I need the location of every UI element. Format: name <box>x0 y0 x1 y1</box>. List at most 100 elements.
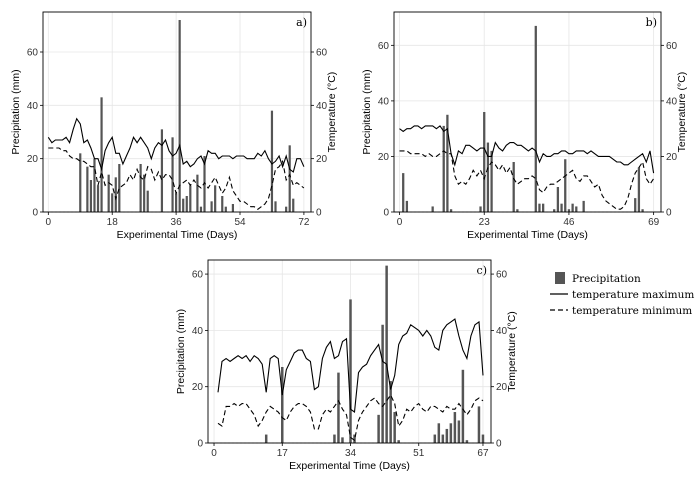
temp-min-line <box>399 150 655 210</box>
precipitation-bar <box>433 434 437 443</box>
precipitation-bar <box>512 162 515 212</box>
precipitation-bar <box>231 204 235 212</box>
precipitation-bar <box>96 185 100 212</box>
precipitation-bar <box>111 193 114 212</box>
temp-max-line <box>47 117 305 173</box>
y-right-axis-label: Temperature (°C) <box>506 311 518 392</box>
precipitation-bar <box>538 203 541 212</box>
precipitation-bar <box>389 381 392 443</box>
x-tick-label: 23 <box>479 217 491 228</box>
y-left-tick-label: 0 <box>383 208 389 219</box>
precipitation-bar <box>93 158 96 212</box>
x-axis-label: Experimental Time (Days) <box>117 229 238 241</box>
precipitation-bar <box>203 156 206 212</box>
precipitation-bar <box>446 114 449 212</box>
precipitation-bar <box>564 159 567 212</box>
x-tick-label: 18 <box>107 217 119 228</box>
precipitation-bar <box>285 206 288 212</box>
y-right-tick-label: 40 <box>316 101 328 112</box>
y-right-tick-label: 0 <box>666 208 672 219</box>
precipitation-bar <box>377 414 380 443</box>
y-left-tick-label: 40 <box>192 326 204 337</box>
precipitation-bar <box>431 206 434 212</box>
temp-max-line <box>399 125 655 174</box>
precipitation-bar <box>175 193 178 212</box>
precipitation-bar <box>385 265 388 443</box>
panel-label: c) <box>477 264 487 277</box>
y-right-tick-label: 60 <box>496 270 508 281</box>
panel-b: 0 23 46 69 0 20 40 60 0 20 40 60 Experimental Time (… <box>361 11 688 241</box>
y-right-tick-label: 20 <box>316 154 328 165</box>
x-tick-label: 0 <box>397 217 403 228</box>
panel-label: a) <box>296 16 307 29</box>
precipitation-bar <box>114 177 117 212</box>
temp-max-line <box>217 318 484 413</box>
precipitation-bar <box>274 201 277 212</box>
legend: Precipitation temperature maximum temper… <box>550 272 694 317</box>
x-tick-label: 17 <box>277 448 289 459</box>
y-right-tick-label: 40 <box>666 96 678 107</box>
precipitation-bar <box>221 196 224 212</box>
precipitation-bar <box>393 412 396 443</box>
precipitation-bar <box>437 423 441 443</box>
precipitation-bar <box>542 203 545 212</box>
y-left-axis-label: Precipitation (mm) <box>175 309 187 394</box>
y-left-tick-label: 60 <box>27 48 39 59</box>
precipitation-bar <box>118 164 121 212</box>
x-tick-label: 0 <box>46 217 52 228</box>
precipitation-bar <box>483 112 486 212</box>
legend-tmin-label: temperature minimum <box>572 305 692 317</box>
precipitation-bar <box>224 206 227 212</box>
x-tick-label: 67 <box>477 448 489 459</box>
plot-frame <box>393 11 662 213</box>
precipitation-bar <box>457 420 461 443</box>
y-left-tick-label: 40 <box>378 96 390 107</box>
precipitation-bar <box>490 150 493 212</box>
precipitation-bar <box>445 428 449 443</box>
x-tick-label: 72 <box>298 217 310 228</box>
panel-label: b) <box>646 16 657 29</box>
y-left-axis-label: Precipitation (mm) <box>10 69 22 154</box>
precipitation-bar <box>381 324 384 443</box>
y-left-axis-label: Precipitation (mm) <box>361 69 373 154</box>
y-left-tick-label: 20 <box>378 152 390 163</box>
plot-frame <box>207 259 492 444</box>
x-tick-label: 36 <box>171 217 183 228</box>
precipitation-bar <box>641 209 644 212</box>
precipitation-bar <box>405 200 409 212</box>
precipitation-bar <box>182 198 185 212</box>
precipitation-bar <box>146 190 149 212</box>
x-axis-label: Experimental Time (Days) <box>289 460 410 472</box>
precipitation-bar <box>453 412 457 443</box>
precipitation-bar <box>479 206 482 212</box>
precipitation-bar <box>86 166 89 212</box>
precipitation-bar <box>461 369 465 443</box>
temp-min-line <box>217 394 484 442</box>
y-left-tick-label: 60 <box>192 270 204 281</box>
precipitation-bar <box>465 440 469 443</box>
x-tick-label: 46 <box>563 217 575 228</box>
precipitation-bar <box>575 206 578 212</box>
precipitation-bar <box>143 174 146 212</box>
precipitation-bar <box>337 372 340 443</box>
precipitation-bar <box>196 174 199 212</box>
precipitation-bar <box>634 198 637 212</box>
y-right-tick-label: 0 <box>316 208 322 219</box>
y-left-tick-label: 60 <box>378 41 390 52</box>
precipitation-bar <box>441 434 445 443</box>
y-right-tick-label: 20 <box>666 152 678 163</box>
precipitation-bar <box>270 110 274 212</box>
legend-precipitation-label: Precipitation <box>572 273 641 285</box>
precipitation-bar <box>442 125 445 212</box>
precipitation-bar <box>79 153 82 212</box>
x-tick-label: 54 <box>234 217 246 228</box>
precipitation-bar <box>185 196 188 212</box>
y-left-tick-label: 20 <box>192 382 204 393</box>
legend-precipitation-swatch <box>555 272 565 284</box>
precipitation-bar <box>281 366 284 443</box>
x-tick-label: 34 <box>345 448 357 459</box>
precipitation-bar <box>534 25 537 213</box>
y-right-tick-label: 60 <box>666 41 678 52</box>
precipitation-bar <box>210 201 213 212</box>
